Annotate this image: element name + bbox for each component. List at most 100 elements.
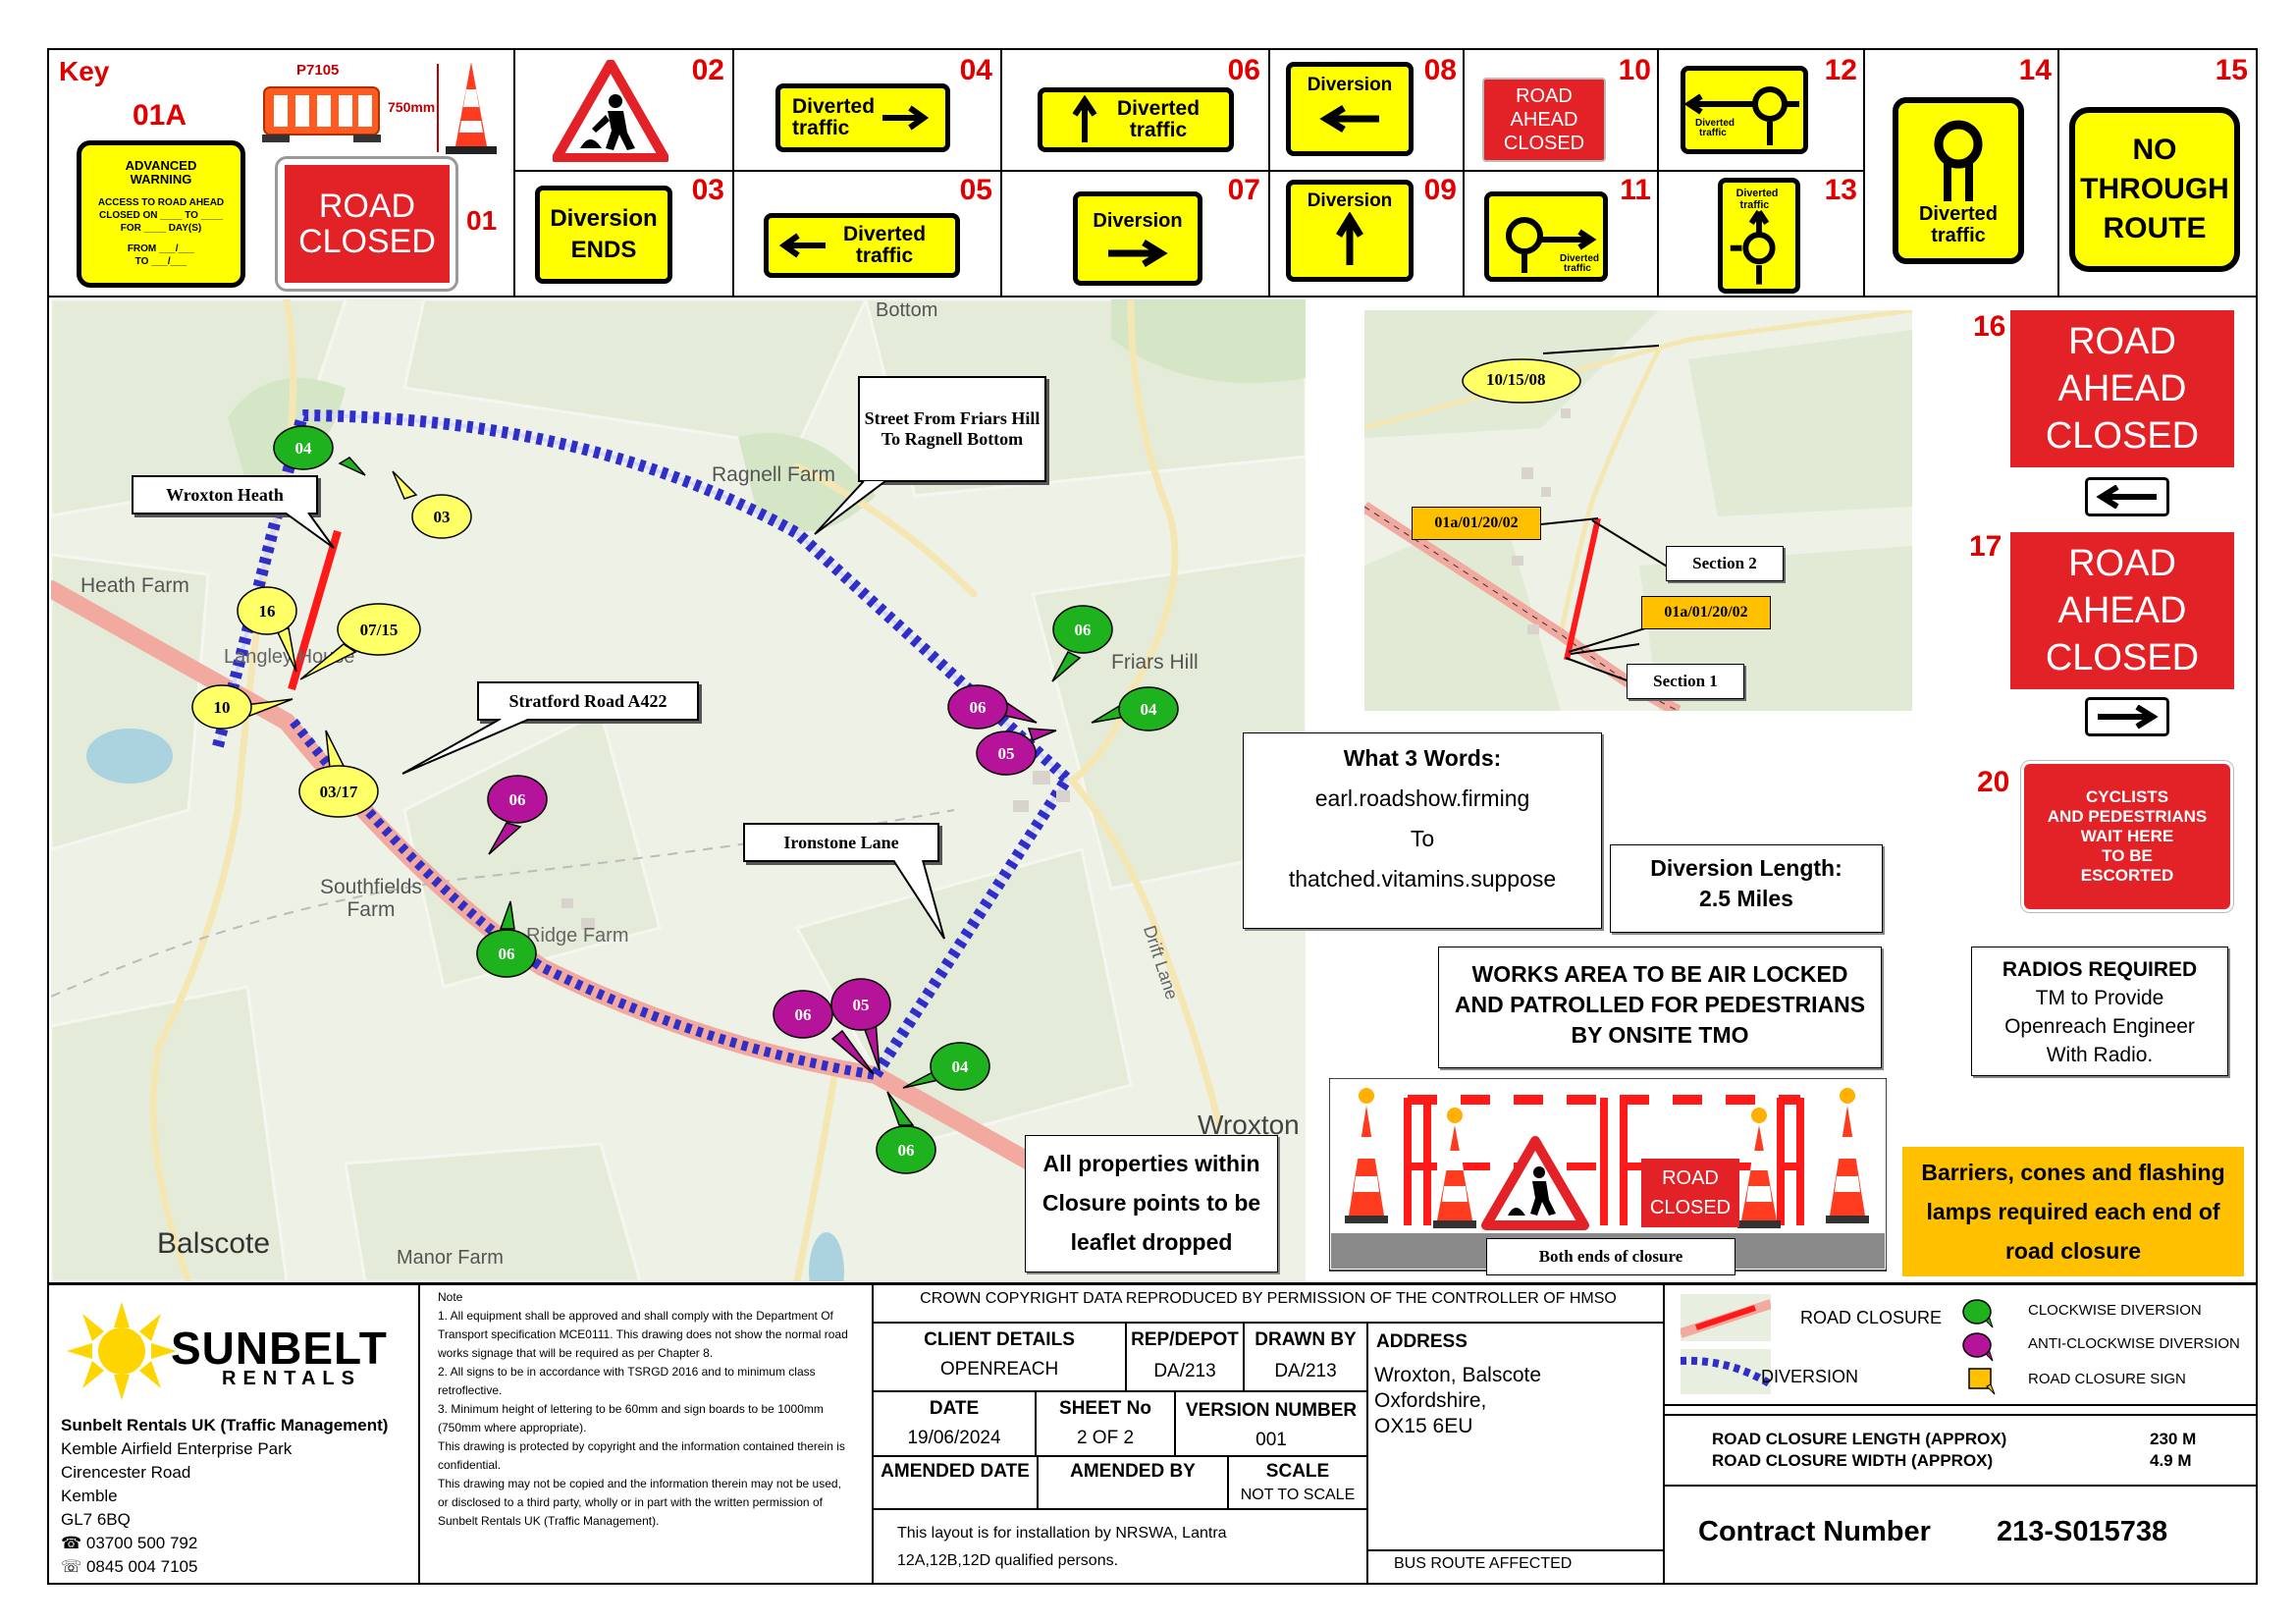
callout-pointer (814, 480, 886, 535)
dt5-line2: traffic (855, 244, 914, 267)
d7-label: Diversion (1093, 209, 1183, 232)
roundabout-right-sign: Diverted traffic (1484, 191, 1608, 282)
closure-length-value: 230 M (2150, 1430, 2197, 1448)
place-bottom: Bottom (876, 299, 938, 321)
dt4-line2: traffic (792, 117, 850, 139)
place-ragnell-farm: Ragnell Farm (712, 463, 836, 486)
divider (1366, 1549, 1665, 1551)
addr-line: GL7 6BQ (61, 1510, 131, 1529)
callout-ironstone-lane: Ironstone Lane (743, 823, 939, 862)
aw-line2: CLOSED ON ____ TO ____ (99, 210, 223, 221)
marker-g06a: 06 (1075, 621, 1092, 639)
num-03: 03 (691, 174, 724, 206)
divider (1663, 1485, 2258, 1487)
inset-section-1: Section 1 (1627, 664, 1744, 699)
legend-clockwise: CLOCKWISE DIVERSION (2028, 1302, 2202, 1319)
inset-marker (1462, 358, 1581, 404)
drawn-value: DA/213 (1274, 1361, 1337, 1381)
aw-line5: TO ___/___ (134, 256, 187, 267)
divider (1663, 1282, 1665, 1583)
cyc-l5: ESCORTED (2080, 866, 2174, 885)
site-addr-line: Oxfordshire, (1374, 1389, 1487, 1412)
cell-05: Diverted traffic 05 (732, 170, 1002, 298)
roundabout-icon: Diverted traffic (1730, 188, 1778, 285)
uturn-diverted-sign: Diverted traffic (1893, 97, 2024, 264)
contract-label: Contract Number (1698, 1516, 1931, 1547)
arrow-right-icon (1108, 239, 1168, 267)
num-07: 07 (1227, 174, 1260, 206)
bus-route: BUS ROUTE AFFECTED (1394, 1555, 1573, 1572)
rac17-l1: ROAD (2068, 543, 2176, 584)
road-closed-small-sign: ROAD CLOSED (1641, 1159, 1739, 1227)
num-06: 06 (1227, 54, 1260, 86)
divider (872, 1455, 1366, 1457)
cell-09: Diversion 09 (1268, 170, 1465, 298)
layout-note: This layout is for installation by NRSWA… (897, 1525, 1227, 1569)
arrow-left-icon (1319, 105, 1379, 133)
drawn-label: DRAWN BY (1255, 1329, 1357, 1350)
callout-pointer (401, 719, 531, 775)
callout-stratford-road: Stratford Road A422 (477, 681, 699, 721)
marker-y16: 16 (259, 602, 276, 621)
roundabout-icon: Diverted traffic (1506, 217, 1599, 274)
inset-section-2: Section 2 (1666, 546, 1784, 581)
note-item: 3. Minimum height of lettering to be 60m… (438, 1402, 824, 1435)
p7105-label: P7105 (296, 62, 340, 79)
anticlockwise-marker: 06 (947, 684, 1038, 730)
num-15: 15 (2215, 54, 2248, 86)
divider (1663, 1404, 2258, 1406)
place-manor-farm: Manor Farm (397, 1247, 504, 1269)
cone-icon (446, 62, 497, 154)
place-southfields: Southfields Farm (320, 876, 422, 921)
divider (1035, 1392, 1037, 1457)
svg-text:Diverted: Diverted (1560, 253, 1599, 264)
de-line1: Diversion (550, 205, 658, 232)
site-addr-line: OX15 6EU (1374, 1415, 1473, 1437)
amended-date-label: AMENDED DATE (881, 1461, 1030, 1482)
divider (1663, 1414, 2258, 1416)
crown-copyright: CROWN COPYRIGHT DATA REPRODUCED BY PERMI… (920, 1290, 1617, 1307)
num-12: 12 (1824, 54, 1857, 86)
leaflet-text: All properties within Closure points to … (1041, 1151, 1261, 1255)
addr-line: Kemble Airfield Enterprise Park (61, 1439, 293, 1458)
sunbelt-logo-icon (67, 1302, 177, 1400)
aw-line4: FROM ___/___ (127, 244, 195, 254)
clockwise-marker: 06 (1051, 605, 1113, 682)
place-balscote: Balscote (157, 1227, 271, 1260)
diverted-traffic-ahead-sign: Diverted traffic (1038, 87, 1234, 152)
num-04: 04 (959, 54, 992, 86)
num-20: 20 (1977, 766, 2010, 798)
ntr-l3: ROUTE (2103, 212, 2207, 244)
clockwise-marker: 04 (902, 1042, 990, 1091)
cell-04: Diverted traffic 04 (732, 48, 1002, 172)
both-ends-label: Both ends of closure (1486, 1238, 1735, 1275)
roundabout-ahead-sign: Diverted traffic (1718, 178, 1800, 294)
note-item: This drawing is protected by copyright a… (438, 1439, 845, 1472)
divider (872, 1282, 874, 1583)
legend-road-closure-swatch (1681, 1294, 1771, 1341)
cyc-l3: WAIT HERE (2080, 827, 2174, 845)
w3w-dest: thatched.vitamins.suppose (1288, 866, 1557, 892)
closure-width-label: ROAD CLOSURE WIDTH (APPROX) (1712, 1451, 1994, 1470)
diversion-ends-sign: Diversion ENDS (535, 186, 672, 284)
dt5-line1: Diverted (843, 223, 927, 245)
cell-12: Diverted traffic 12 (1657, 48, 1865, 172)
drawing-notes: Note 1. All equipment shall be approved … (438, 1288, 850, 1531)
cell-03: Diversion ENDS 03 (513, 170, 734, 298)
inset-tag-2: 01a/01/20/02 (1641, 596, 1771, 629)
marker-g06c: 06 (898, 1141, 915, 1160)
svg-text:traffic: traffic (1699, 128, 1727, 138)
marker-p06a: 06 (509, 790, 526, 809)
divider (1174, 1392, 1176, 1457)
diverted-traffic-left-sign: Diverted traffic (764, 213, 960, 278)
legend-sign-marker (1968, 1368, 1996, 1395)
date-label: DATE (929, 1398, 980, 1419)
arrow-right-plate (2085, 697, 2169, 736)
dt6-line2: traffic (1129, 119, 1188, 141)
callout-wroxton-heath: Wroxton Heath (132, 475, 318, 514)
arrow-up-icon (1072, 95, 1097, 142)
legend-diversion: DIVERSION (1761, 1367, 1859, 1386)
ntr-l2: THROUGH (2080, 173, 2229, 205)
no-through-route-sign: NO THROUGH ROUTE (2069, 107, 2240, 272)
